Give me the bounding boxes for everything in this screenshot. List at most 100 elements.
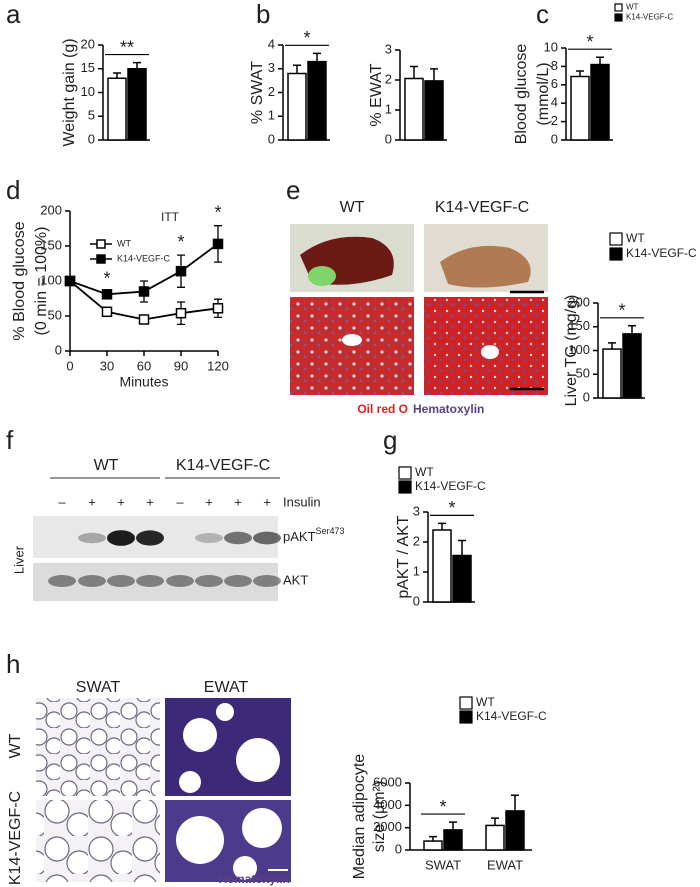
error-bar — [293, 64, 301, 74]
y-tick-label: 0 — [55, 342, 62, 357]
y-tick-label: 2 — [551, 113, 558, 128]
marker — [101, 306, 113, 318]
significance-label: * — [214, 202, 221, 222]
y-tick-label: 1 — [385, 101, 392, 116]
legend-swatch — [459, 710, 473, 724]
band — [253, 575, 281, 587]
band-label: AKT — [283, 572, 308, 587]
band — [78, 575, 106, 587]
y-tick-label: 200 — [40, 202, 62, 217]
row-label: WT — [7, 733, 24, 758]
legend-label: K14-VEGF-C — [476, 709, 547, 723]
insulin-sign: + — [263, 494, 271, 509]
y-tick-label: 3 — [413, 503, 420, 518]
legend-swatch — [614, 3, 623, 12]
y-axis-label: Weight gain (g) — [61, 38, 78, 146]
error-bar — [430, 68, 438, 81]
y-tick-label: 0 — [413, 593, 420, 608]
y-tick-label: 0 — [88, 131, 95, 146]
band-name: pAKT — [283, 529, 316, 544]
y-axis-label: % EWAT — [368, 63, 385, 126]
panel-letter: f — [6, 425, 14, 455]
significance-label: * — [448, 498, 455, 518]
adipocyte — [236, 738, 280, 782]
panel-letter: a — [6, 0, 21, 29]
vessel — [342, 334, 362, 346]
insulin-sign: – — [176, 494, 184, 509]
y-axis-label: % Blood glucose — [11, 221, 28, 340]
histology — [36, 800, 160, 882]
y-tick-label: 150 — [568, 318, 590, 333]
legend-label: WT — [626, 231, 645, 245]
band — [78, 532, 106, 544]
y-tick-label: 10 — [544, 39, 558, 54]
error-bar — [410, 65, 418, 79]
y-tick-label: 8 — [551, 58, 558, 73]
legend-swatch — [614, 13, 623, 22]
column-label: SWAT — [76, 679, 121, 696]
bar — [443, 829, 463, 851]
insulin-sign: + — [117, 494, 125, 509]
band-label: pAKTSer473 — [283, 526, 345, 544]
y-axis-label: (0 min = 100%) — [33, 227, 50, 336]
panel-e-images: WT K14-VEGF-C Oil red O Hematoxylin — [290, 199, 548, 416]
lanes: – + + + – + + + — [48, 494, 281, 587]
legend-label: K14-VEGF-C — [117, 253, 171, 263]
y-axis-label: % SWAT — [249, 61, 266, 124]
error-bar — [608, 342, 616, 350]
bar — [505, 810, 525, 851]
legend-marker — [96, 254, 106, 264]
legend-swatch — [398, 466, 412, 480]
x-tick-label: 90 — [174, 358, 188, 373]
adipocyte — [183, 718, 217, 752]
y-tick-label: 100 — [40, 272, 62, 287]
vessel — [481, 345, 499, 359]
significance-label: * — [103, 268, 110, 288]
bar — [602, 348, 622, 399]
legend-label: WT — [117, 238, 131, 248]
y-tick-label: 6 — [551, 76, 558, 91]
panel-letter: c — [536, 0, 549, 29]
bar — [424, 80, 444, 141]
y-axis-label: (mmol/L) — [535, 62, 552, 125]
band — [166, 575, 194, 587]
insulin-sign: + — [234, 494, 242, 509]
marker — [138, 286, 150, 297]
bar — [452, 554, 472, 603]
adipocyte — [242, 808, 282, 848]
y-tick-label: 3 — [268, 60, 275, 75]
y-tick-label: 0 — [385, 131, 392, 146]
band — [107, 530, 135, 546]
y-tick-label: 3 — [385, 41, 392, 56]
error-bar — [133, 61, 141, 69]
marker — [212, 238, 224, 250]
bar — [570, 75, 590, 141]
x-tick-label: SWAT — [425, 857, 461, 872]
bar — [485, 824, 505, 851]
y-axis-label: Blood glucose — [513, 44, 530, 145]
y-tick-label: 20 — [81, 36, 95, 51]
bar — [127, 68, 147, 141]
treatment-label: Insulin — [283, 494, 321, 509]
y-tick-label: 200 — [568, 294, 590, 309]
error-bar — [576, 70, 584, 77]
y-axis-label: Median adipocyte — [351, 754, 368, 880]
y-tick-label: 0 — [583, 389, 590, 404]
panel-letter: d — [6, 175, 20, 205]
y-tick-label: 150 — [40, 237, 62, 252]
panel-letter: e — [286, 175, 300, 205]
band — [136, 530, 164, 546]
adipocyte — [179, 771, 201, 793]
significance-label: ** — [120, 37, 134, 57]
y-tick-label: 100 — [568, 342, 590, 357]
bar — [404, 77, 424, 141]
y-tick-label: 4 — [551, 95, 558, 110]
tissue-label: Liver — [11, 545, 26, 574]
bar — [432, 529, 452, 603]
significance-label: * — [303, 28, 310, 48]
error-bar — [628, 325, 636, 334]
error-bar — [313, 52, 321, 62]
marker — [212, 303, 224, 314]
error-bar — [491, 817, 499, 826]
legend-label: WT — [626, 3, 639, 12]
